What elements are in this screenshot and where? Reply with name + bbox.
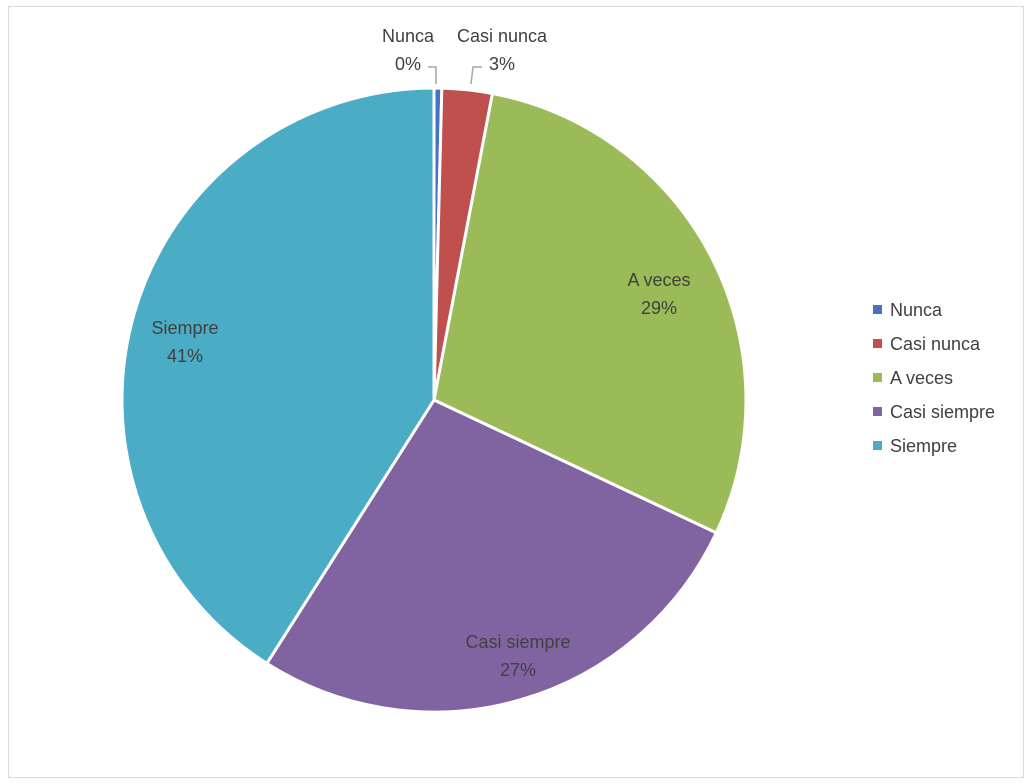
data-label-siempre: Siempre 41%: [151, 318, 218, 366]
leader-lines: [428, 66, 482, 85]
leader-line-casi-nunca: [470, 66, 482, 85]
legend-label-nunca: Nunca: [890, 300, 943, 320]
data-label-a-veces: A veces 29%: [627, 270, 690, 318]
leader-line-nunca: [428, 66, 437, 84]
pie-slice-a-veces: [432, 92, 748, 535]
legend-label-casi-nunca: Casi nunca: [890, 334, 981, 354]
legend-swatch-nunca: [873, 305, 882, 314]
legend-swatch-casi-siempre: [873, 407, 882, 416]
legend-label-a-veces: A veces: [890, 368, 953, 388]
legend-swatch-siempre: [873, 441, 882, 450]
legend-label-casi-siempre: Casi siempre: [890, 402, 995, 422]
pie-slices: [120, 86, 748, 714]
pie-slice-casi-siempre: [265, 398, 718, 714]
legend: Nunca Casi nunca A veces Casi siempre Siempr…: [873, 300, 995, 456]
legend-swatch-casi-nunca: [873, 339, 882, 348]
data-label-nunca: Nunca 0%: [382, 26, 435, 74]
data-labels: Nunca 0% Casi nunca 3% A veces 29% Casi siempr…: [151, 26, 690, 680]
pie-slice-siempre: [120, 86, 436, 665]
legend-swatch-a-veces: [873, 373, 882, 382]
data-label-casi-nunca: Casi nunca 3%: [457, 26, 548, 74]
legend-label-siempre: Siempre: [890, 436, 957, 456]
data-label-casi-siempre: Casi siempre 27%: [465, 632, 570, 680]
